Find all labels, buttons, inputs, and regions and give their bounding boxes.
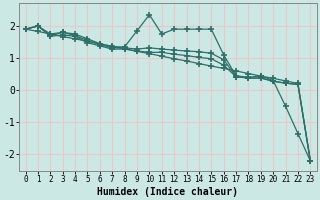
X-axis label: Humidex (Indice chaleur): Humidex (Indice chaleur) <box>98 186 238 197</box>
